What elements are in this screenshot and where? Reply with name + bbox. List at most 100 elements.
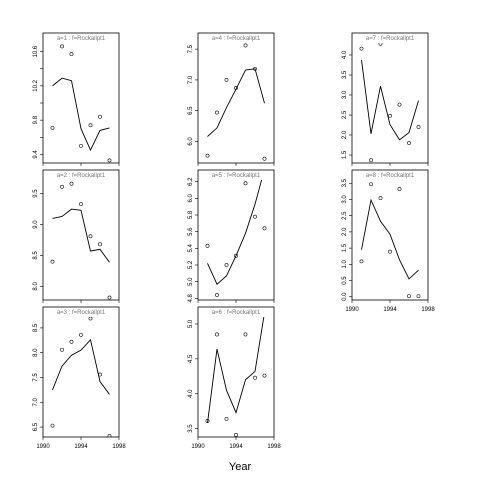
x-tick-label: 1994	[229, 444, 243, 450]
panel-a6: a=6 : f=Rockallpt1 3.5 4.0 4.5 5.0 1990 1994 19…	[188, 306, 281, 450]
data-point	[79, 143, 83, 148]
y-tick-label: 3.0	[342, 90, 348, 99]
y-tick-label: 8.0	[33, 348, 39, 357]
y-tick-label: 7.0	[33, 397, 39, 406]
data-point	[60, 347, 64, 352]
y-tick-label: 8.0	[33, 282, 39, 291]
data-point	[205, 153, 210, 158]
strip-label: a=7 : f=Rockallpt1	[366, 36, 415, 42]
y-tick-label: 9.5	[33, 189, 39, 198]
fitted-line	[361, 198, 419, 280]
panel-a5: a=5 : f=Rockallpt1 4.8 5.0 5.2 5.4 5.6 5.8 6.0 6…	[188, 169, 275, 303]
y-tick-label: 2.5	[342, 110, 348, 119]
x-tick-label: 1990	[36, 444, 50, 450]
data-point	[205, 243, 210, 248]
data-point	[88, 234, 93, 239]
data-point	[388, 113, 392, 118]
panel-a2: a=2 : f=Rockallpt1 8.0 8.5 9.0 9.5	[33, 169, 120, 303]
panel-a1: a=1 : f=Rockallpt1 9.4 9.8 10.2 10.6	[33, 32, 120, 166]
y-tick-label: 6.0	[188, 194, 194, 203]
x-tick-label: 1994	[74, 444, 88, 450]
data-point	[98, 372, 102, 377]
y-tick-label: 3.5	[342, 178, 348, 187]
y-tick-label: 3.5	[188, 424, 194, 433]
y-tick-label: 10.6	[33, 45, 39, 57]
data-point	[253, 66, 257, 71]
strip-label: a=5 : f=Rockallpt1	[212, 173, 261, 179]
data-point	[359, 259, 364, 264]
y-tick-label: 10.2	[33, 79, 39, 91]
data-point	[243, 332, 248, 337]
panel-frame	[42, 169, 120, 301]
y-tick-label: 1.5	[342, 150, 348, 159]
strip-label: a=6 : f=Rockallpt1	[212, 310, 261, 316]
data-point	[262, 226, 267, 231]
y-tick-label: 0.0	[342, 292, 348, 301]
data-point	[243, 181, 248, 186]
data-point	[224, 263, 229, 267]
y-tick-label: 5.2	[188, 260, 194, 269]
data-point	[243, 43, 248, 48]
x-axis-title: Year	[229, 461, 252, 473]
y-tick-label: 8.5	[33, 323, 39, 332]
y-tick-label: 6.2	[188, 177, 194, 186]
fitted-line	[52, 77, 110, 152]
panel-a4: a=4 : f=Rockallpt1 6.0 6.5 7.0 7.5	[188, 32, 275, 166]
data-point	[397, 187, 402, 191]
y-tick-label: 8.5	[33, 251, 39, 260]
data-point	[69, 52, 74, 57]
y-tick-label: 6.0	[188, 137, 194, 146]
data-point	[234, 433, 238, 437]
y-tick-label: 9.8	[33, 115, 39, 124]
strip-label: a=4 : f=Rockallpt1	[212, 36, 261, 42]
data-point	[50, 423, 55, 428]
data-point	[407, 294, 411, 299]
data-point	[262, 156, 267, 161]
x-tick-label: 1998	[267, 444, 281, 450]
data-point	[98, 114, 102, 119]
y-tick-label: 2.5	[342, 211, 348, 220]
y-tick-label: 3.0	[342, 195, 348, 204]
fitted-line	[52, 208, 110, 263]
data-point	[369, 182, 373, 187]
data-point	[407, 141, 411, 145]
y-tick-label: 2.0	[342, 130, 348, 139]
panel-frame	[351, 32, 429, 164]
data-point	[107, 158, 112, 163]
y-tick-label: 5.6	[188, 227, 194, 236]
fitted-line	[207, 180, 263, 285]
y-tick-label: 9.4	[33, 150, 39, 159]
y-tick-label: 5.0	[188, 277, 194, 286]
y-tick-label: 4.0	[342, 50, 348, 59]
strip-label: a=2 : f=Rockallpt1	[57, 173, 106, 179]
data-point	[215, 110, 219, 115]
fitted-line	[207, 317, 265, 424]
y-tick-label: 5.4	[188, 244, 194, 253]
data-point	[388, 249, 392, 254]
x-tick-label: 1994	[383, 307, 397, 313]
panel-frame	[42, 32, 120, 164]
y-tick-label: 6.5	[188, 106, 194, 115]
data-point	[234, 86, 238, 90]
panel-frame	[197, 169, 275, 301]
data-point	[224, 416, 229, 421]
data-point	[253, 375, 257, 380]
y-tick-label: 4.5	[188, 354, 194, 363]
data-point	[416, 125, 421, 129]
data-point	[369, 158, 373, 163]
y-tick-label: 7.5	[188, 44, 194, 53]
fitted-line	[52, 338, 110, 395]
strip-label: a=3 : f=Rockallpt1	[57, 310, 106, 316]
y-tick-label: 4.8	[188, 294, 194, 303]
y-tick-label: 7.0	[188, 75, 194, 84]
panel-a7: a=7 : f=Rockallpt1 1.5 2.0 2.5 3.0 3.5 4.0	[342, 32, 429, 166]
data-point	[88, 317, 93, 321]
data-point	[79, 202, 83, 207]
x-tick-label: 1998	[421, 307, 435, 313]
fitted-line	[207, 68, 265, 137]
fitted-line	[361, 59, 419, 141]
y-tick-label: 2.0	[342, 227, 348, 236]
y-tick-label: 3.5	[342, 70, 348, 79]
data-point	[253, 214, 257, 219]
